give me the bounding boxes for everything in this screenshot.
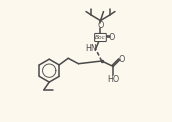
Text: O: O: [109, 33, 115, 42]
Text: O: O: [97, 21, 104, 30]
FancyBboxPatch shape: [95, 33, 106, 41]
Text: HN: HN: [85, 44, 97, 53]
Text: Boc: Boc: [95, 35, 106, 40]
Text: O: O: [119, 55, 125, 64]
Text: HO: HO: [107, 75, 119, 84]
